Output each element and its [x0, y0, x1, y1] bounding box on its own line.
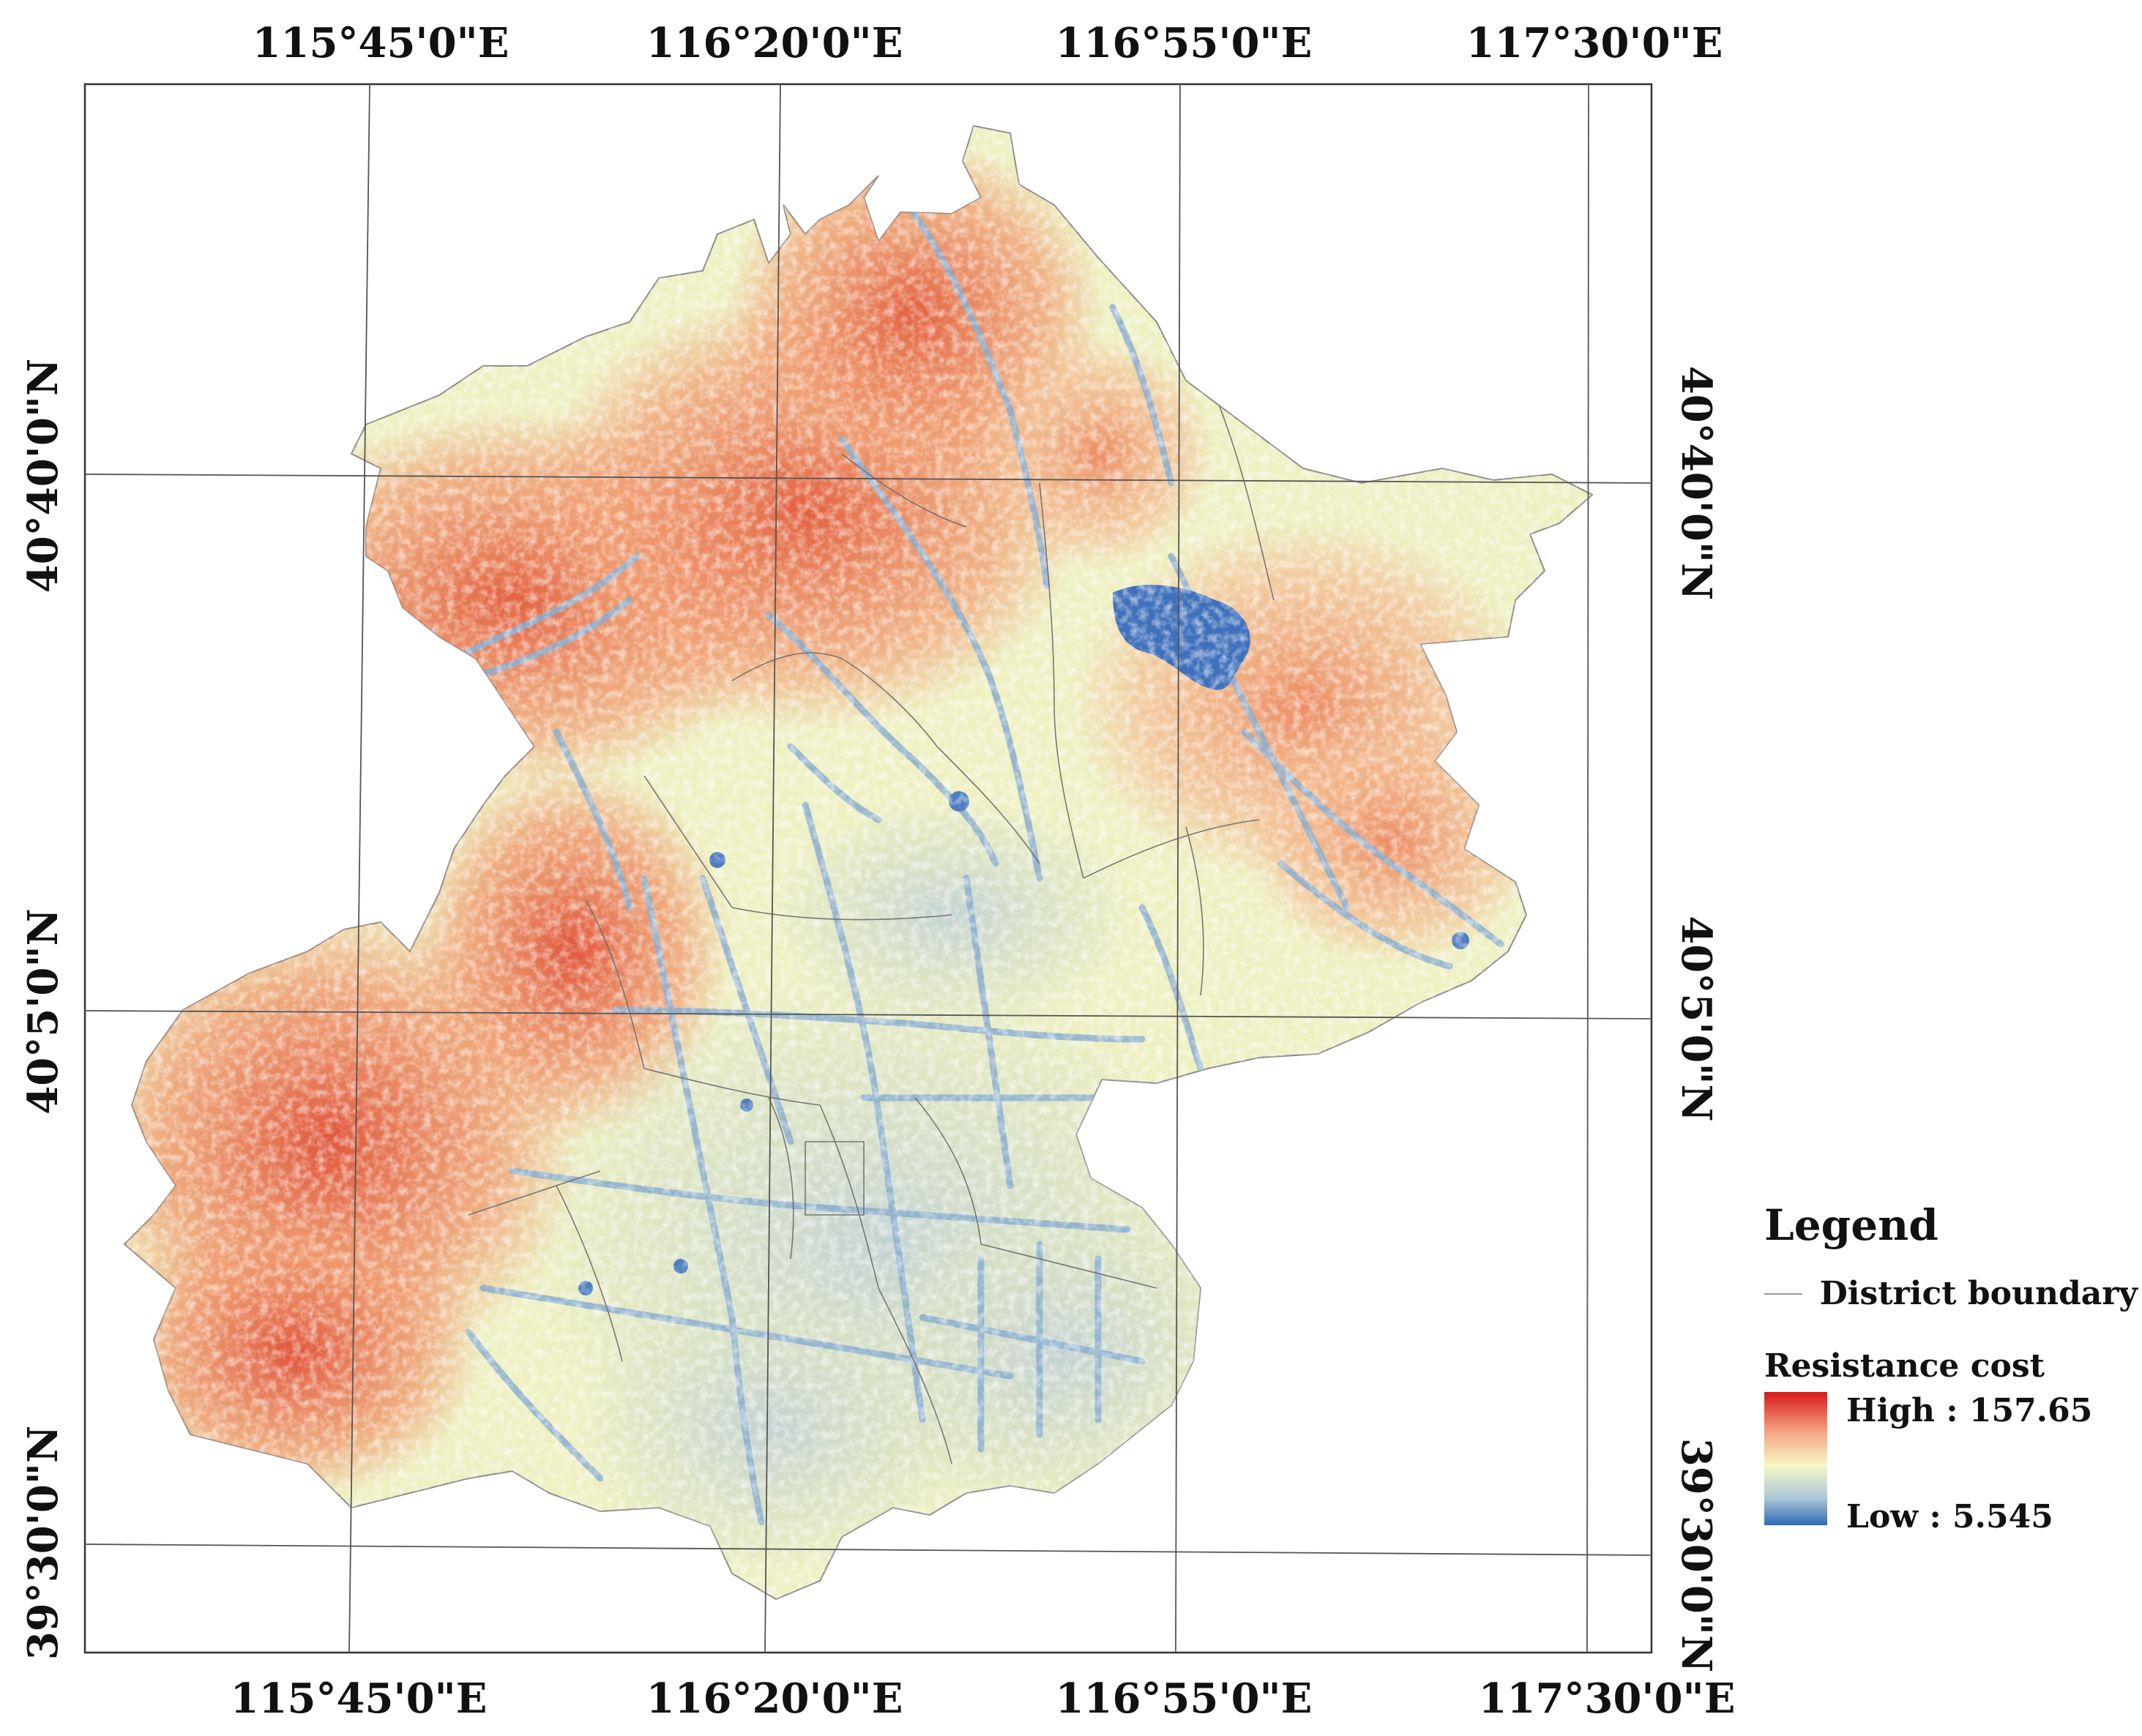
right-lat-label-3: 39°30'0"N [1672, 1438, 1720, 1672]
top-lon-label-2: 116°20'0"E [646, 19, 903, 67]
resistance-color-ramp [1764, 1392, 1827, 1525]
meridian-116-20 [764, 83, 781, 1653]
meridian-115-45 [348, 83, 370, 1653]
graticule [84, 83, 1652, 1653]
beijing-region [123, 124, 1594, 1601]
resistance-surface [124, 126, 1592, 1599]
bottom-lon-label-3: 116°55'0"E [1056, 1675, 1313, 1723]
ramp-low-label: Low : 5.545 [1846, 1498, 2053, 1535]
right-lat-label-1: 40°40'0"N [1672, 366, 1720, 600]
bottom-lon-label-1: 115°45'0"E [231, 1675, 488, 1723]
resistance-cost-title: Resistance cost [1764, 1347, 2045, 1385]
left-lat-label-2: 40°5'0"N [19, 908, 67, 1114]
parallel-40-40 [84, 474, 1652, 484]
top-lon-label-4: 117°30'0"E [1466, 19, 1723, 67]
legend-title: Legend [1764, 1200, 1938, 1250]
top-lon-label-3: 116°55'0"E [1056, 19, 1313, 67]
left-lat-label-1: 40°40'0"N [19, 359, 67, 593]
map-frame [83, 83, 1653, 1654]
district-boundaries [468, 394, 1275, 1464]
district-boundary-label: District boundary [1819, 1275, 2138, 1312]
parallel-39-30 [84, 1544, 1652, 1556]
left-lat-label-3: 39°30'0"N [19, 1426, 67, 1660]
meridian-117-30 [1586, 83, 1589, 1653]
legend: Legend District boundary Resistance cost… [1757, 1200, 2138, 1535]
ramp-high-label: High : 157.65 [1846, 1392, 2093, 1429]
bottom-lon-label-4: 117°30'0"E [1479, 1675, 1736, 1723]
color-ramp-row: High : 157.65 Low : 5.545 [1764, 1392, 2138, 1535]
legend-boundary-row: District boundary [1757, 1275, 2138, 1312]
right-lat-label-2: 40°5'0"N [1672, 916, 1720, 1121]
parallel-40-5 [84, 1010, 1652, 1019]
bottom-lon-label-2: 116°20'0"E [646, 1675, 903, 1723]
top-lon-label-1: 115°45'0"E [253, 19, 510, 67]
meridian-116-55 [1175, 83, 1181, 1653]
district-boundary-swatch [1764, 1292, 1802, 1295]
